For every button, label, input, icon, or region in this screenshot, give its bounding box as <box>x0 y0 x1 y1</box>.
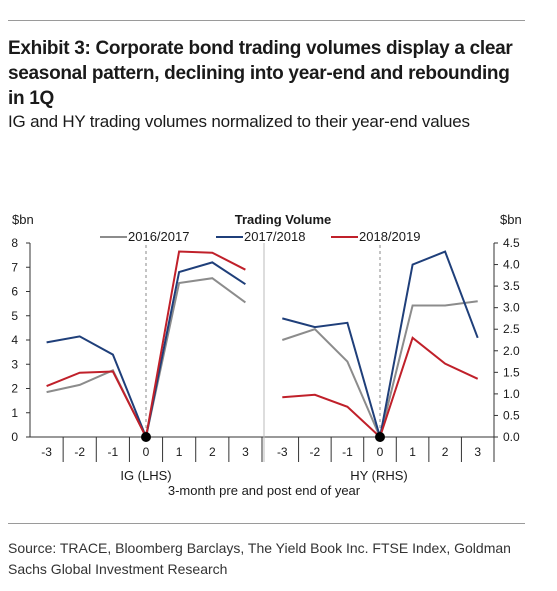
ig-x-tick-label-1: 1 <box>176 445 183 459</box>
hy-y-tick-label-1-5: 1.5 <box>503 365 520 379</box>
left-axis-unit: $bn <box>12 212 34 227</box>
exhibit-subtitle: IG and HY trading volumes normalized to … <box>8 112 470 131</box>
exhibit-title: Exhibit 3: Corporate bond trading volume… <box>8 38 513 109</box>
hy-y-tick-label-2-0: 2.0 <box>503 344 520 358</box>
ig-y-tick-label-7: 7 <box>11 260 18 274</box>
hy-x-tick-label-2: 2 <box>442 445 449 459</box>
legend-label-2016-2017: 2016/2017 <box>128 229 189 244</box>
hy-y-tick-label-0-0: 0.0 <box>503 430 520 444</box>
ig-year-end-point <box>141 432 151 442</box>
hy-series-2018-2019-line <box>282 336 479 439</box>
ig-y-tick-label-5: 5 <box>11 309 18 323</box>
hy-y-tick-label-0-5: 0.5 <box>503 408 520 422</box>
ig-x-tick-label--3: -3 <box>41 445 52 459</box>
x-axis-title: 3-month pre and post end of year <box>168 483 361 498</box>
hy-panel-label: HY (RHS) <box>350 468 408 483</box>
hy-x-tick-label--3: -3 <box>277 445 288 459</box>
ig-x-tick-label-2: 2 <box>209 445 216 459</box>
legend-label-2017-2018: 2017/2018 <box>244 229 305 244</box>
chart-title: Trading Volume <box>235 212 332 227</box>
ig-x-tick-label-3: 3 <box>242 445 249 459</box>
ig-x-tick-label-0: 0 <box>143 445 150 459</box>
hy-x-tick-label-0: 0 <box>377 445 384 459</box>
ig-y-tick-label-3: 3 <box>11 357 18 371</box>
source-note: Source: TRACE, Bloomberg Barclays, The Y… <box>8 540 511 577</box>
hy-x-tick-label--1: -1 <box>342 445 353 459</box>
hy-year-end-point <box>375 432 385 442</box>
legend-label-2018-2019: 2018/2019 <box>359 229 420 244</box>
ig-x-tick-label--2: -2 <box>74 445 85 459</box>
trading-volume-chart: Trading Volume $bn $bn 2016/2017 2017/20… <box>11 212 522 498</box>
hy-x-tick-label--2: -2 <box>310 445 321 459</box>
right-axis-unit: $bn <box>500 212 522 227</box>
ig-y-tick-label-1: 1 <box>11 406 18 420</box>
hy-y-tick-label-3-5: 3.5 <box>503 279 520 293</box>
ig-x-tick-label--1: -1 <box>108 445 119 459</box>
hy-x-tick-label-1: 1 <box>409 445 416 459</box>
hy-y-tick-label-1-0: 1.0 <box>503 387 520 401</box>
chart-legend: 2016/2017 2017/2018 2018/2019 <box>100 229 420 244</box>
ig-panel-label: IG (LHS) <box>120 468 171 483</box>
plot-area: 0 1 2 3 4 5 6 7 8 -3 -2 -1 0 1 2 3 0.0 0.5 1.0 1.5 2.0 2.5 3.0… <box>11 236 520 462</box>
hy-series-2016-2017-line <box>281 300 478 441</box>
ig-y-tick-label-0: 0 <box>11 430 18 444</box>
ig-y-tick-label-4: 4 <box>11 333 18 347</box>
top-rule <box>8 20 525 21</box>
hy-y-tick-label-4-5: 4.5 <box>503 236 520 250</box>
hy-y-tick-label-3-0: 3.0 <box>503 301 520 315</box>
ig-y-tick-label-2: 2 <box>11 382 18 396</box>
bottom-rule <box>8 523 525 524</box>
hy-x-tick-label-3: 3 <box>474 445 481 459</box>
ig-y-tick-label-6: 6 <box>11 285 18 299</box>
hy-y-tick-label-2-5: 2.5 <box>503 322 520 336</box>
hy-y-tick-label-4-0: 4.0 <box>503 258 520 272</box>
ig-y-tick-label-8: 8 <box>11 236 18 250</box>
